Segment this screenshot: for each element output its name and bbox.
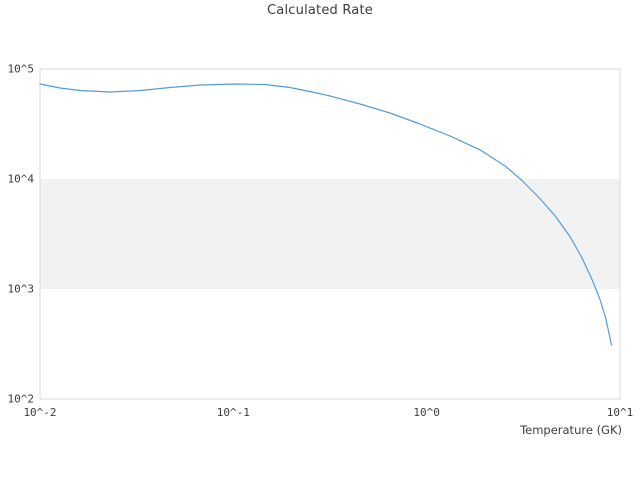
x-tick-label: 10^0 bbox=[413, 406, 440, 419]
rate-curve bbox=[39, 83, 613, 346]
grid-band bbox=[40, 179, 620, 289]
x-tick-label: 10^1 bbox=[606, 406, 634, 419]
chart-title: Calculated Rate bbox=[267, 3, 373, 18]
y-tick-label: 10^5 bbox=[7, 62, 35, 76]
x-axis-label: Temperature (GK) bbox=[520, 423, 622, 437]
y-tick-label: 10^2 bbox=[7, 392, 35, 406]
x-tick-label: 10^-1 bbox=[216, 406, 250, 419]
x-tick-label: 10^-2 bbox=[23, 406, 57, 419]
y-tick-label: 10^3 bbox=[7, 282, 35, 296]
plot-border bbox=[39, 68, 621, 400]
y-tick-label: 10^4 bbox=[7, 172, 35, 186]
